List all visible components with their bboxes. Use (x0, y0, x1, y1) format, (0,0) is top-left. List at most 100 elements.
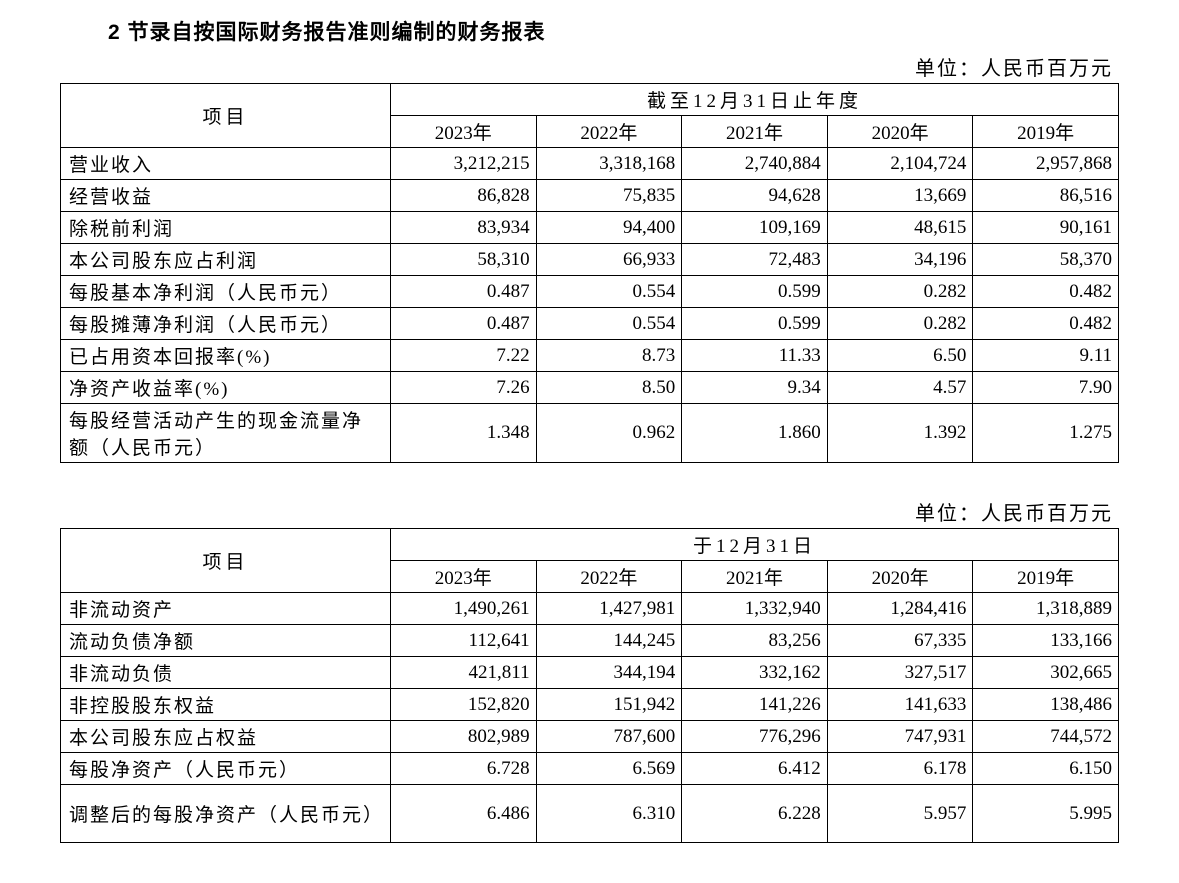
cell-value: 2,957,868 (973, 148, 1119, 180)
cell-value: 0.282 (827, 276, 973, 308)
table-row: 净资产收益率(%)7.268.509.344.577.90 (61, 372, 1119, 404)
table-row: 已占用资本回报率(%)7.228.7311.336.509.11 (61, 340, 1119, 372)
cell-value: 6.728 (391, 753, 537, 785)
cell-value: 0.554 (536, 276, 682, 308)
cell-value: 83,256 (682, 625, 828, 657)
cell-value: 83,934 (391, 212, 537, 244)
table-row: 经营收益86,82875,83594,62813,66986,516 (61, 180, 1119, 212)
cell-value: 2,104,724 (827, 148, 973, 180)
cell-value: 744,572 (973, 721, 1119, 753)
cell-value: 58,370 (973, 244, 1119, 276)
cell-value: 421,811 (391, 657, 537, 689)
cell-value: 0.554 (536, 308, 682, 340)
unit-label-2: 单位：人民币百万元 (60, 497, 1113, 526)
cell-value: 0.599 (682, 308, 828, 340)
year-header: 2022年 (536, 561, 682, 593)
cell-value: 75,835 (536, 180, 682, 212)
row-label: 非流动负债 (61, 657, 391, 689)
cell-value: 1,427,981 (536, 593, 682, 625)
cell-value: 94,400 (536, 212, 682, 244)
cell-value: 802,989 (391, 721, 537, 753)
cell-value: 0.282 (827, 308, 973, 340)
row-label: 每股基本净利润（人民币元） (61, 276, 391, 308)
cell-value: 0.962 (536, 404, 682, 463)
year-header: 2019年 (973, 116, 1119, 148)
cell-value: 327,517 (827, 657, 973, 689)
row-label: 净资产收益率(%) (61, 372, 391, 404)
table-row: 流动负债净额112,641144,24583,25667,335133,166 (61, 625, 1119, 657)
cell-value: 7.26 (391, 372, 537, 404)
cell-value: 1,318,889 (973, 593, 1119, 625)
cell-value: 1.392 (827, 404, 973, 463)
cell-value: 332,162 (682, 657, 828, 689)
year-header: 2021年 (682, 116, 828, 148)
cell-value: 48,615 (827, 212, 973, 244)
row-label: 每股经营活动产生的现金流量净额（人民币元） (61, 404, 391, 463)
cell-value: 66,933 (536, 244, 682, 276)
cell-value: 6.178 (827, 753, 973, 785)
cell-value: 747,931 (827, 721, 973, 753)
table-row: 非控股股东权益152,820151,942141,226141,633138,4… (61, 689, 1119, 721)
row-label: 非流动资产 (61, 593, 391, 625)
cell-value: 4.57 (827, 372, 973, 404)
cell-value: 11.33 (682, 340, 828, 372)
cell-value: 67,335 (827, 625, 973, 657)
cell-value: 1,490,261 (391, 593, 537, 625)
cell-value: 1,332,940 (682, 593, 828, 625)
cell-value: 0.487 (391, 308, 537, 340)
cell-value: 1.348 (391, 404, 537, 463)
cell-value: 58,310 (391, 244, 537, 276)
table-row: 非流动资产1,490,2611,427,9811,332,9401,284,41… (61, 593, 1119, 625)
row-label: 每股净资产（人民币元） (61, 753, 391, 785)
row-label: 本公司股东应占权益 (61, 721, 391, 753)
cell-value: 6.228 (682, 785, 828, 843)
cell-value: 86,516 (973, 180, 1119, 212)
year-header: 2019年 (973, 561, 1119, 593)
cell-value: 2,740,884 (682, 148, 828, 180)
cell-value: 144,245 (536, 625, 682, 657)
cell-value: 8.73 (536, 340, 682, 372)
row-label: 本公司股东应占利润 (61, 244, 391, 276)
financial-table-1: 项目 截至12月31日止年度 2023年2022年2021年2020年2019年… (60, 83, 1119, 463)
table-row: 每股经营活动产生的现金流量净额（人民币元）1.3480.9621.8601.39… (61, 404, 1119, 463)
cell-value: 9.11 (973, 340, 1119, 372)
cell-value: 90,161 (973, 212, 1119, 244)
item-header: 项目 (61, 84, 391, 148)
row-label: 营业收入 (61, 148, 391, 180)
cell-value: 787,600 (536, 721, 682, 753)
year-header: 2020年 (827, 116, 973, 148)
table-row: 每股基本净利润（人民币元）0.4870.5540.5990.2820.482 (61, 276, 1119, 308)
row-label: 已占用资本回报率(%) (61, 340, 391, 372)
cell-value: 3,318,168 (536, 148, 682, 180)
row-label: 调整后的每股净资产（人民币元） (61, 785, 391, 843)
cell-value: 112,641 (391, 625, 537, 657)
year-header: 2023年 (391, 561, 537, 593)
cell-value: 8.50 (536, 372, 682, 404)
period-header-2: 于12月31日 (391, 529, 1119, 561)
year-header: 2023年 (391, 116, 537, 148)
cell-value: 3,212,215 (391, 148, 537, 180)
cell-value: 0.482 (973, 308, 1119, 340)
row-label: 非控股股东权益 (61, 689, 391, 721)
table-row: 除税前利润83,93494,400109,16948,61590,161 (61, 212, 1119, 244)
year-header: 2022年 (536, 116, 682, 148)
cell-value: 109,169 (682, 212, 828, 244)
cell-value: 141,633 (827, 689, 973, 721)
cell-value: 9.34 (682, 372, 828, 404)
item-header-2: 项目 (61, 529, 391, 593)
cell-value: 6.310 (536, 785, 682, 843)
cell-value: 94,628 (682, 180, 828, 212)
row-label: 经营收益 (61, 180, 391, 212)
cell-value: 138,486 (973, 689, 1119, 721)
row-label: 每股摊薄净利润（人民币元） (61, 308, 391, 340)
table-row: 营业收入3,212,2153,318,1682,740,8842,104,724… (61, 148, 1119, 180)
cell-value: 13,669 (827, 180, 973, 212)
cell-value: 0.482 (973, 276, 1119, 308)
cell-value: 302,665 (973, 657, 1119, 689)
cell-value: 5.957 (827, 785, 973, 843)
cell-value: 6.150 (973, 753, 1119, 785)
table-row: 本公司股东应占权益802,989787,600776,296747,931744… (61, 721, 1119, 753)
section-title: 2 节录自按国际财务报告准则编制的财务报表 (108, 16, 1119, 46)
financial-table-2: 项目 于12月31日 2023年2022年2021年2020年2019年 非流动… (60, 528, 1119, 843)
cell-value: 5.995 (973, 785, 1119, 843)
